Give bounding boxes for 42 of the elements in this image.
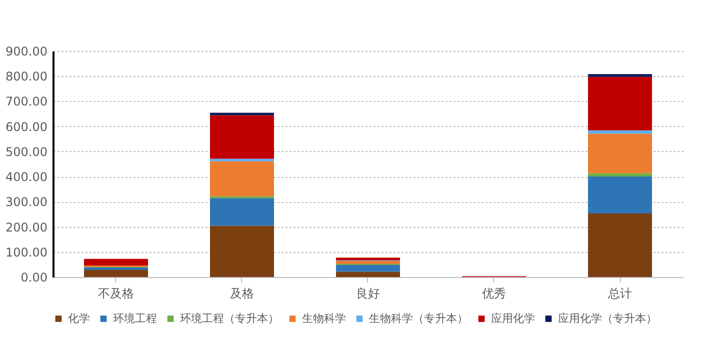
legend-label: 环境工程（专升本） xyxy=(180,312,279,325)
bar xyxy=(210,112,274,116)
legend-label: 生物科学 xyxy=(302,312,346,325)
x-tick-label: 及格 xyxy=(230,286,254,300)
legend-label: 应用化学 xyxy=(491,312,535,325)
y-tick-label: 300.00 xyxy=(6,195,48,210)
bar xyxy=(210,198,274,226)
y-tick-label: 500.00 xyxy=(6,144,48,159)
bar xyxy=(588,176,652,214)
bar xyxy=(588,213,652,277)
y-tick-label: 0.00 xyxy=(20,270,48,284)
y-tick-label: 200.00 xyxy=(6,220,48,234)
x-tick-label: 优秀 xyxy=(482,286,506,300)
bar xyxy=(210,161,274,196)
legend-label: 生物科学（专升本） xyxy=(369,312,468,325)
bar xyxy=(84,270,148,277)
y-tick-label: 400.00 xyxy=(6,170,48,184)
bar xyxy=(210,158,274,162)
bar xyxy=(336,260,400,264)
y-tick-label: 100.00 xyxy=(6,245,48,260)
legend-label: 环境工程 xyxy=(113,312,157,325)
bar xyxy=(336,272,400,277)
bar xyxy=(588,76,652,130)
bar xyxy=(210,226,274,277)
bar xyxy=(84,258,148,266)
bar xyxy=(588,134,652,174)
y-tick-label: 600.00 xyxy=(6,120,48,134)
y-tick-label: 800.00 xyxy=(6,70,48,84)
bar xyxy=(588,74,652,77)
bar xyxy=(84,267,148,270)
bar xyxy=(588,130,652,134)
bar xyxy=(336,258,400,260)
bar xyxy=(588,173,652,177)
legend-label: 化学 xyxy=(68,312,90,325)
bar xyxy=(336,264,400,272)
x-tick-label: 良好 xyxy=(356,286,380,300)
legend-label: 应用化学（专升本） xyxy=(558,312,657,325)
bar xyxy=(210,115,274,159)
y-tick-label: 700.00 xyxy=(6,94,48,109)
x-tick-label: 不及格 xyxy=(98,286,134,300)
x-tick-label: 总计 xyxy=(607,286,632,300)
y-tick-label: 900.00 xyxy=(6,44,48,58)
